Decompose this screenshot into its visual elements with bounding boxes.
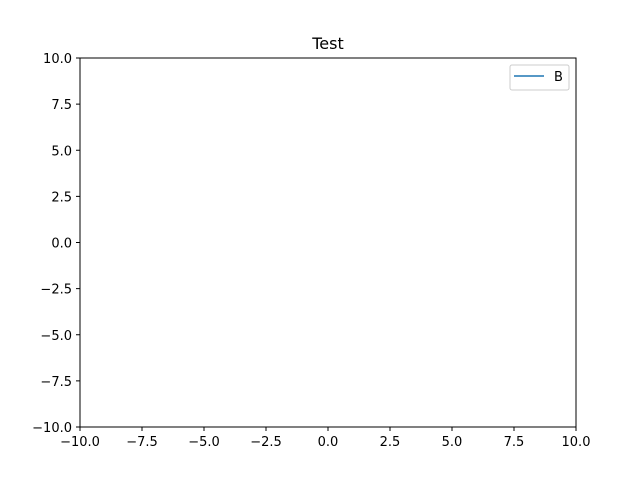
y-tick-label: −2.5	[40, 283, 72, 298]
legend: B	[509, 64, 570, 91]
y-tick-label: 5.0	[51, 144, 72, 159]
x-tick-label: 0.0	[318, 435, 339, 450]
y-tick-label: 2.5	[51, 190, 72, 205]
y-axis: −10.0 −7.5 −5.0 −2.5 0.0 2.5 5.0 7.5 10.0	[32, 52, 80, 436]
x-tick-label: 5.0	[442, 435, 463, 450]
y-tick-label: 7.5	[51, 98, 72, 113]
x-tick-label: −10.0	[60, 435, 100, 450]
y-tick-label: −10.0	[32, 421, 72, 436]
x-tick-label: 2.5	[380, 435, 401, 450]
legend-label-B: B	[554, 70, 563, 85]
y-tick-label: 0.0	[51, 237, 72, 252]
plot-frame	[79, 57, 577, 428]
legend-box	[509, 64, 570, 91]
x-tick-label: −5.0	[188, 435, 220, 450]
y-tick-label: 10.0	[43, 52, 72, 67]
plot-area	[79, 57, 577, 428]
x-tick-label: 7.5	[504, 435, 525, 450]
x-tick-label: −7.5	[126, 435, 158, 450]
y-tick-label: −5.0	[40, 329, 72, 344]
x-tick-label: −2.5	[250, 435, 282, 450]
x-axis: −10.0 −7.5 −5.0 −2.5 0.0 2.5 5.0 7.5 10.0	[60, 427, 590, 450]
x-tick-label: 10.0	[562, 435, 591, 450]
chart-title: Test	[311, 34, 344, 53]
y-tick-label: −7.5	[40, 375, 72, 390]
